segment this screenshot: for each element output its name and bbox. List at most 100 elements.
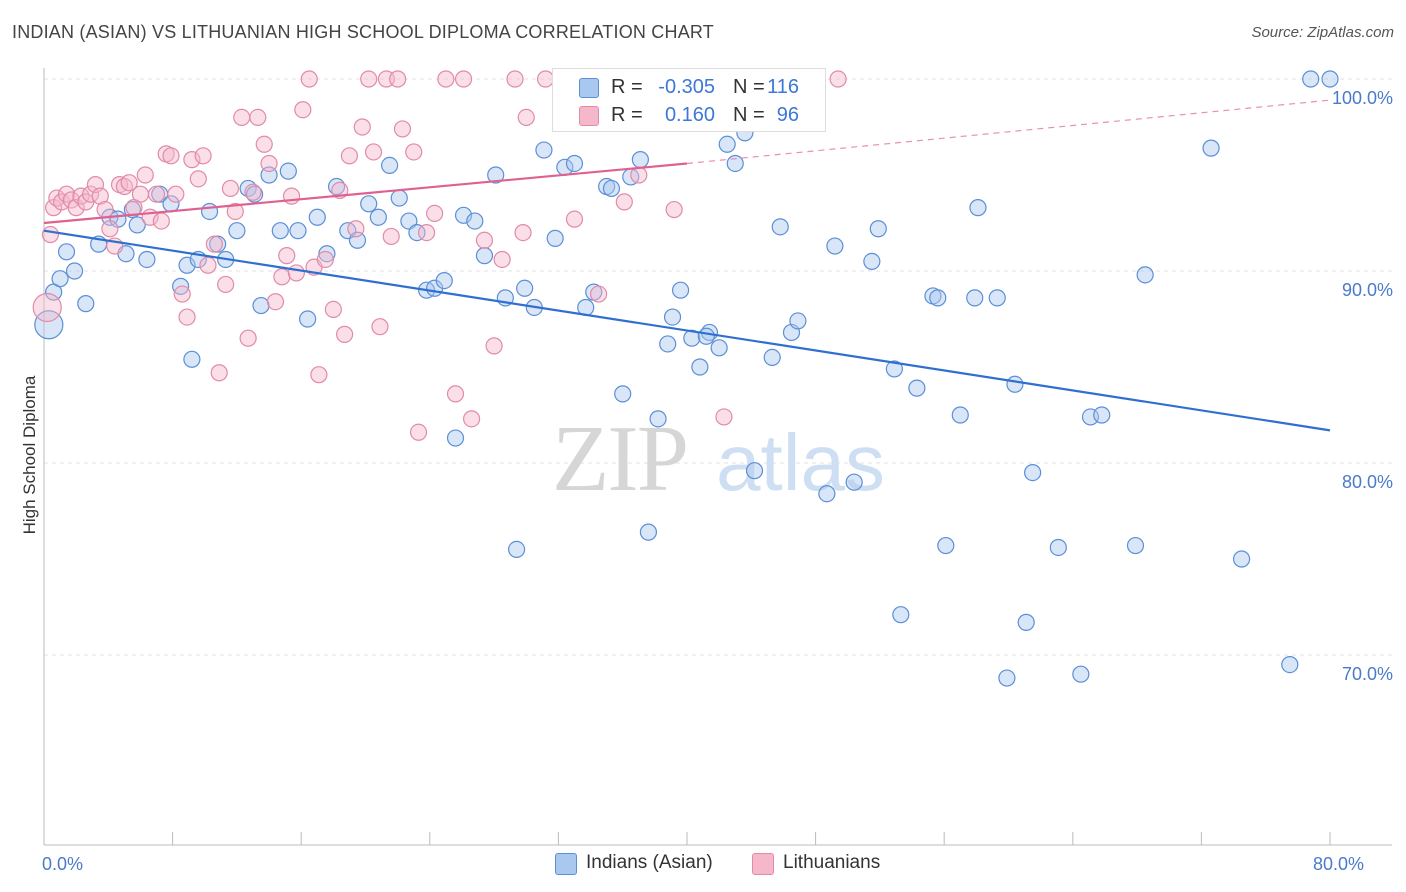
indian-point xyxy=(1024,464,1042,482)
lithuanian-point xyxy=(405,143,423,161)
legend-r-label: R = xyxy=(611,104,643,126)
lithuanians-trend-line xyxy=(43,162,688,225)
lithuanian-point xyxy=(183,151,201,169)
legend-swatch-lithuanians xyxy=(752,853,774,875)
indian-point xyxy=(1202,139,1220,157)
lithuanian-point xyxy=(167,185,185,203)
lithuanian-point xyxy=(282,187,301,205)
legend-label-indians: Indians (Asian) xyxy=(586,852,713,873)
indian-point xyxy=(381,156,399,174)
lithuanian-point xyxy=(255,135,273,153)
lithuanian-point xyxy=(217,275,235,294)
lithuanian-point xyxy=(393,120,412,138)
indian-point xyxy=(318,245,336,263)
lithuanian-point xyxy=(485,337,503,355)
watermark-zip: ZIP xyxy=(552,407,687,511)
indian-point xyxy=(1321,70,1339,88)
indian-point xyxy=(183,350,201,368)
lithuanian-point xyxy=(589,285,608,303)
indian-point xyxy=(565,154,584,173)
lithuanian-point xyxy=(101,220,119,238)
lithuanian-point xyxy=(371,318,389,336)
lithuanian-point xyxy=(360,70,378,88)
lithuanian-point xyxy=(409,423,428,441)
watermark-atlas: atlas xyxy=(716,418,885,507)
indian-point xyxy=(279,162,297,180)
lithuanian-point xyxy=(514,224,532,242)
lithuanian-point xyxy=(347,220,365,238)
indian-point xyxy=(446,429,465,447)
indian-point xyxy=(929,289,947,307)
lithuanian-point xyxy=(353,118,371,136)
indian-point xyxy=(826,237,844,255)
lithuanian-point xyxy=(665,200,683,219)
indian-point xyxy=(1049,538,1067,557)
y-axis-label: High School Diploma xyxy=(20,375,39,534)
lithuanian-point xyxy=(173,285,191,303)
legend-swatch-blue xyxy=(579,78,599,98)
indian-point xyxy=(1126,536,1145,555)
indian-point xyxy=(77,295,95,313)
indian-point xyxy=(892,606,910,624)
x-tick-label: 0.0% xyxy=(42,854,83,874)
indian-point xyxy=(65,262,84,280)
lithuanian-point xyxy=(239,329,257,347)
indian-point xyxy=(863,252,881,270)
lithuanian-point xyxy=(287,264,305,282)
indian-point xyxy=(360,195,378,213)
lithuanian-point xyxy=(324,300,342,318)
lithuanian-point xyxy=(152,212,170,230)
indian-point xyxy=(487,166,505,184)
legend-label-lithuanians: Lithuanians xyxy=(783,852,881,873)
indian-point xyxy=(546,229,564,247)
lithuanian-point xyxy=(506,70,524,88)
lithuanian-point xyxy=(32,292,62,323)
indian-point xyxy=(691,358,709,376)
lithuanian-point xyxy=(91,187,109,205)
indian-point xyxy=(51,270,69,288)
indian-point xyxy=(408,224,426,242)
legend-row-indians: R = -0.305 N = 116 xyxy=(553,73,825,101)
indian-point xyxy=(1072,665,1090,683)
chart-title: INDIAN (ASIAN) VS LITHUANIAN HIGH SCHOOL… xyxy=(12,22,714,42)
lithuanian-point xyxy=(300,70,318,88)
lithuanian-point xyxy=(389,70,407,88)
indian-point xyxy=(1136,266,1154,284)
lithuanian-point xyxy=(382,227,400,246)
lithuanian-point xyxy=(249,108,267,127)
lithuanian-point xyxy=(260,154,278,173)
indian-point xyxy=(57,243,76,261)
watermark: ZIP atlas xyxy=(552,407,885,511)
lithuanian-point xyxy=(294,101,312,119)
indian-point xyxy=(252,296,270,315)
lithuanian-point xyxy=(221,179,240,198)
legend-n-label: N = xyxy=(733,76,765,98)
indian-point xyxy=(614,385,632,403)
indian-point xyxy=(908,379,926,397)
lithuanian-point xyxy=(96,200,114,219)
indian-point xyxy=(1302,70,1320,88)
lithuanian-point xyxy=(336,325,354,343)
lithuanian-point xyxy=(194,147,212,165)
trend-lines xyxy=(43,99,1331,432)
lithuanian-point xyxy=(210,364,228,382)
legend-swatch-pink xyxy=(579,106,599,126)
lithuanian-point xyxy=(340,147,359,165)
grid-lines xyxy=(44,78,1392,656)
indian-point xyxy=(763,348,781,366)
series-lithuanians-points xyxy=(32,70,847,441)
indian-point xyxy=(631,151,649,169)
indian-point xyxy=(271,222,289,240)
lithuanian-point xyxy=(493,250,511,269)
indian-point xyxy=(659,335,677,353)
indian-point xyxy=(649,410,667,428)
indian-point xyxy=(998,669,1016,687)
indian-point xyxy=(771,218,789,236)
lithuanian-point xyxy=(278,247,296,265)
legend-swatch-indians xyxy=(555,853,577,875)
legend-r-value: -0.305 xyxy=(658,76,715,98)
series-legend: Indians (Asian) Lithuanians xyxy=(0,852,1406,876)
lithuanian-point xyxy=(162,147,180,165)
lithuanian-point xyxy=(454,70,473,88)
lithuanian-point xyxy=(446,385,465,403)
